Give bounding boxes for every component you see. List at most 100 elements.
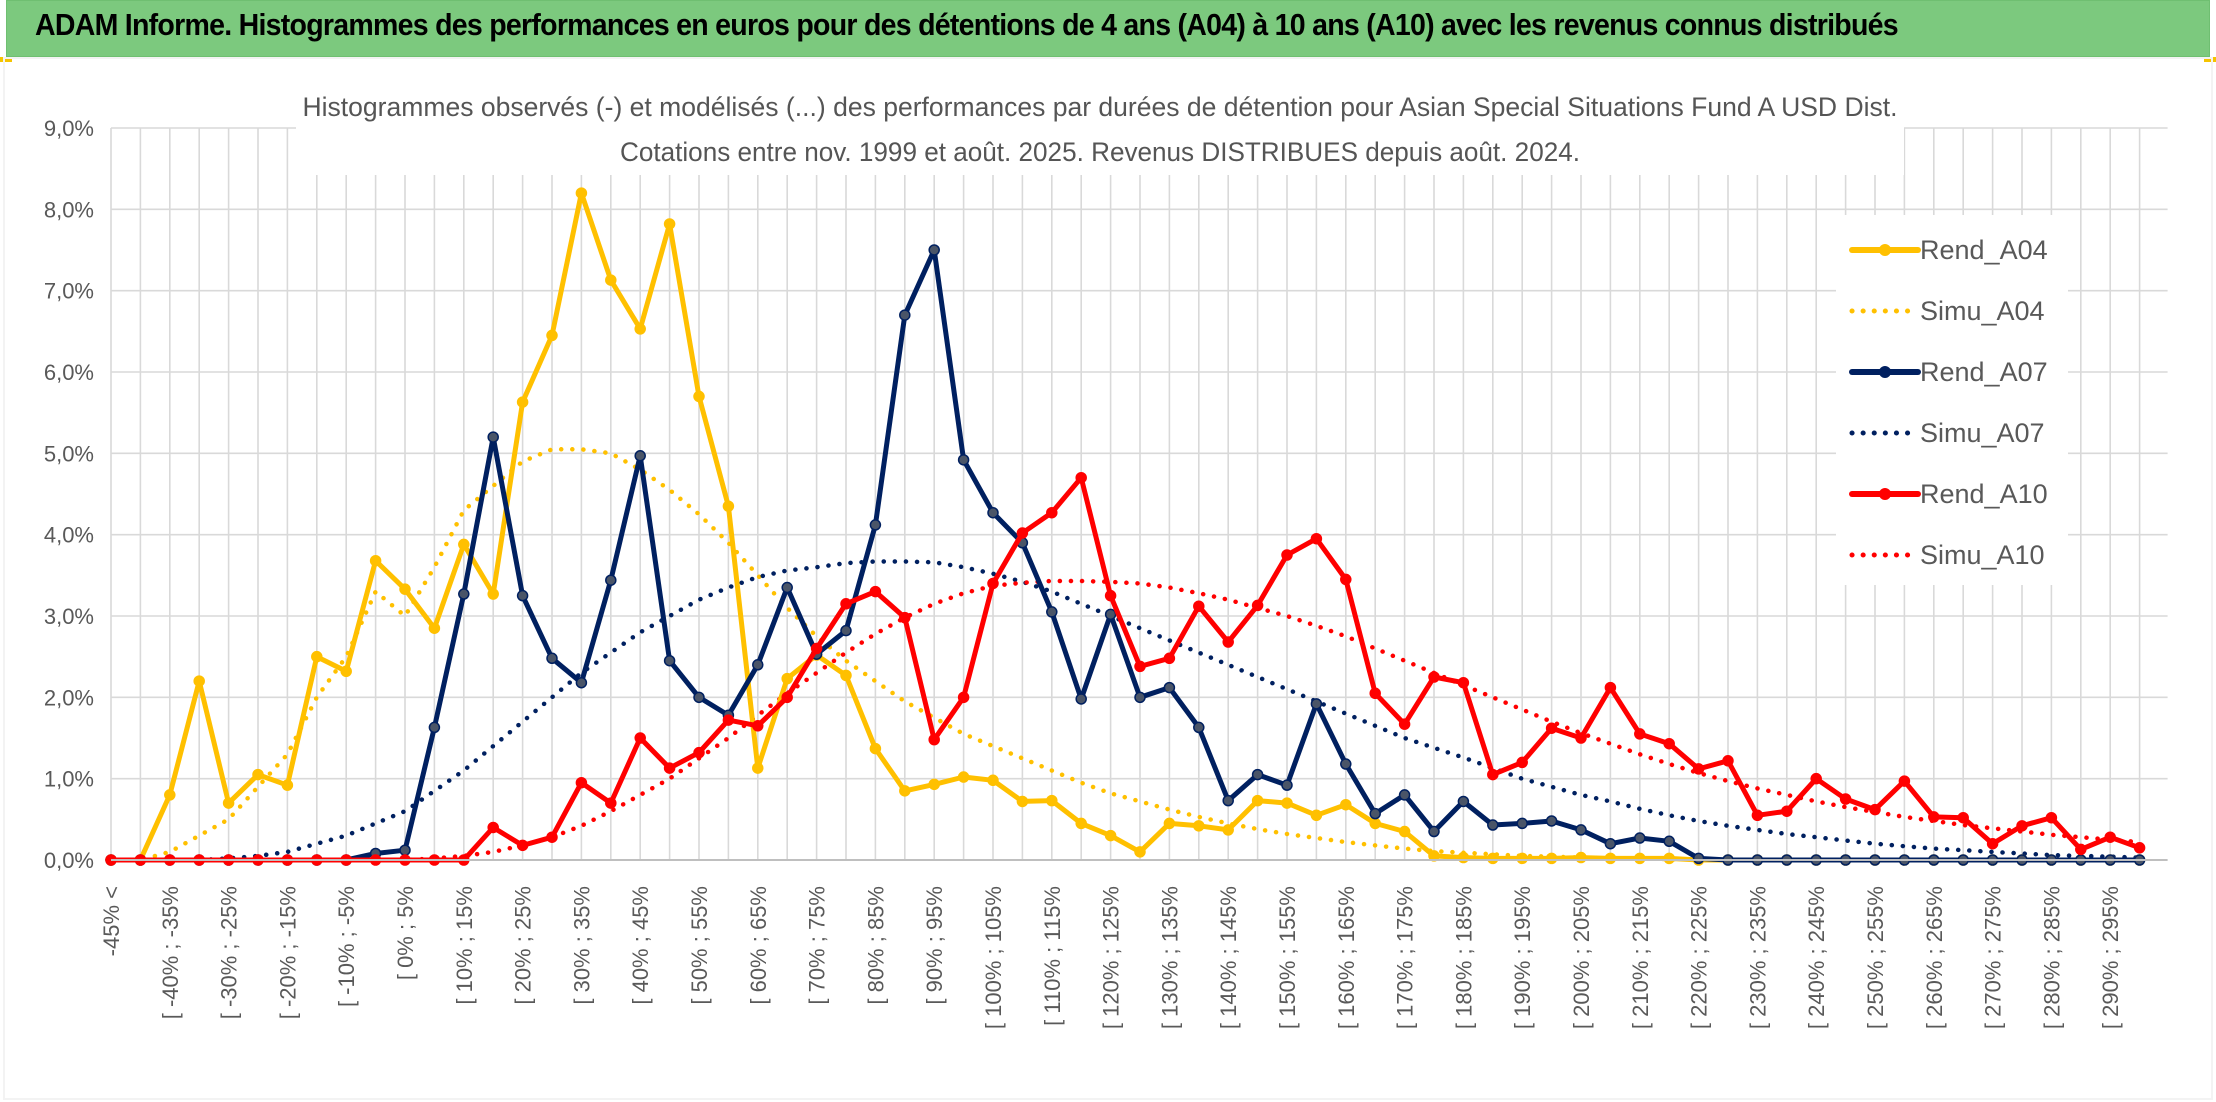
legend-label: Simu_A04 <box>1920 296 2045 326</box>
data-point-rend_a07 <box>928 244 940 256</box>
x-tick-label: [ 270% ; 275% <box>1981 886 2006 1029</box>
data-point-rend_a10 <box>1810 772 1822 785</box>
data-point-rend_a04 <box>928 778 940 791</box>
data-point-rend_a10 <box>840 598 852 610</box>
x-tick-label: [ 60% ; 65% <box>746 886 771 1005</box>
data-point-rend_a04 <box>663 218 676 230</box>
x-tick-label: [ 290% ; 295% <box>2098 886 2123 1029</box>
legend-label: Simu_A10 <box>1920 540 2045 570</box>
data-point-rend_a04 <box>1575 851 1587 864</box>
x-tick-label: [ -30% ; -25% <box>217 886 242 1019</box>
data-point-rend_a10 <box>1986 837 1999 850</box>
chart-title-group: Histogrammes observés (-) et modélisés (… <box>296 83 1904 175</box>
y-tick-label: 7,0% <box>44 279 94 304</box>
data-point-rend_a04 <box>781 672 793 685</box>
data-point-rend_a10 <box>1457 676 1470 689</box>
data-point-rend_a04 <box>1281 797 1293 809</box>
data-point-rend_a10 <box>899 611 911 624</box>
data-point-rend_a04 <box>1487 852 1499 865</box>
data-point-rend_a10 <box>1340 573 1352 586</box>
legend-marker <box>1879 488 1891 500</box>
data-point-rend_a10 <box>1869 803 1881 816</box>
x-tick-label: [ 40% ; 45% <box>628 886 653 1005</box>
data-point-rend_a07 <box>1545 815 1558 827</box>
data-point-rend_a04 <box>722 500 735 512</box>
data-point-rend_a04 <box>1222 824 1234 836</box>
data-point-rend_a10 <box>1222 636 1234 648</box>
data-point-rend_a07 <box>1692 852 1705 865</box>
corner-accent-left <box>0 57 12 62</box>
data-point-rend_a04 <box>1046 794 1058 807</box>
data-point-rend_a07 <box>1663 835 1675 848</box>
x-tick-label: [ 190% ; 195% <box>1510 886 1535 1029</box>
data-point-rend_a07 <box>1281 779 1293 791</box>
data-point-rend_a07 <box>1340 758 1352 770</box>
data-point-rend_a10 <box>1516 756 1528 769</box>
x-tick-label: [ 180% ; 185% <box>1451 886 1476 1029</box>
x-tick-label: [ 170% ; 175% <box>1393 886 1418 1029</box>
data-point-rend_a04 <box>193 675 205 687</box>
data-point-rend_a07 <box>1193 721 1205 734</box>
data-point-rend_a07 <box>1104 608 1117 621</box>
data-point-rend_a10 <box>1487 768 1499 781</box>
data-point-rend_a10 <box>1134 660 1146 673</box>
data-point-rend_a10 <box>928 733 940 746</box>
y-tick-label: 2,0% <box>44 685 94 710</box>
report-title: ADAM Informe. Histogrammes des performan… <box>35 7 1899 42</box>
x-tick-label: [ 20% ; 25% <box>511 886 536 1005</box>
data-point-rend_a07 <box>899 309 911 321</box>
data-point-rend_a10 <box>1839 793 1852 805</box>
data-point-rend_a10 <box>722 714 735 726</box>
data-point-rend_a07 <box>1222 794 1234 807</box>
data-point-rend_a04 <box>869 742 882 755</box>
data-point-rend_a10 <box>1928 811 1940 823</box>
series-line-rend_a04 <box>108 190 2143 863</box>
data-point-rend_a04 <box>957 771 970 783</box>
data-point-rend_a10 <box>752 720 764 732</box>
data-point-rend_a07 <box>1575 824 1587 836</box>
data-point-rend_a07 <box>487 431 499 443</box>
y-axis: 0,0% 1,0% 2,0% 3,0% 4,0% 5,0% 6,0% 7,0% 8,0% 9,0% <box>44 116 94 873</box>
data-point-rend_a04 <box>399 583 411 595</box>
y-tick-label: 1,0% <box>44 767 94 792</box>
data-point-rend_a04 <box>1457 851 1470 864</box>
y-tick-label: 4,0% <box>44 523 94 548</box>
data-point-rend_a10 <box>1193 600 1205 612</box>
data-point-rend_a10 <box>1016 527 1029 539</box>
data-point-rend_a04 <box>899 785 911 797</box>
x-tick-label: [ 70% ; 75% <box>805 886 830 1005</box>
data-point-rend_a07 <box>546 652 558 665</box>
data-point-rend_a10 <box>605 797 617 809</box>
data-point-rend_a07 <box>1369 807 1381 820</box>
data-point-rend_a10 <box>1369 687 1381 700</box>
data-point-rend_a07 <box>1487 819 1499 831</box>
x-tick-label: [ 200% ; 205% <box>1569 886 1594 1029</box>
data-point-rend_a07 <box>634 450 646 462</box>
data-point-rend_a10 <box>2104 831 2116 843</box>
data-point-rend_a07 <box>752 659 764 671</box>
y-tick-label: 6,0% <box>44 360 94 385</box>
y-tick-label: 8,0% <box>44 197 94 222</box>
data-point-rend_a10 <box>1104 589 1117 602</box>
data-point-rend_a07 <box>1516 817 1528 830</box>
data-point-rend_a10 <box>1398 718 1411 730</box>
data-point-rend_a04 <box>1075 817 1087 830</box>
data-point-rend_a04 <box>1016 795 1029 808</box>
x-tick-label: [ 100% ; 105% <box>981 886 1006 1029</box>
data-point-rend_a04 <box>987 774 999 787</box>
data-point-rend_a10 <box>634 732 646 744</box>
x-tick-label: [ 280% ; 285% <box>2039 886 2064 1029</box>
data-point-rend_a04 <box>281 779 294 791</box>
data-point-rend_a10 <box>957 691 970 704</box>
data-point-rend_a04 <box>311 650 323 663</box>
data-point-rend_a07 <box>693 691 705 704</box>
series-line-rend_a07 <box>108 247 2143 863</box>
legend: Rend_A04 Simu_A04 Rend_A07 Simu_A07 Rend_A10… <box>1836 215 2068 585</box>
data-point-rend_a10 <box>1692 763 1705 775</box>
data-point-rend_a07 <box>399 844 411 856</box>
x-tick-label: [ 0% ; 5% <box>393 886 418 980</box>
data-point-rend_a07 <box>663 654 676 667</box>
x-tick-label: [ 240% ; 245% <box>1804 886 1829 1029</box>
x-tick-label: [ 120% ; 125% <box>1099 886 1124 1029</box>
data-point-rend_a10 <box>1781 805 1793 817</box>
